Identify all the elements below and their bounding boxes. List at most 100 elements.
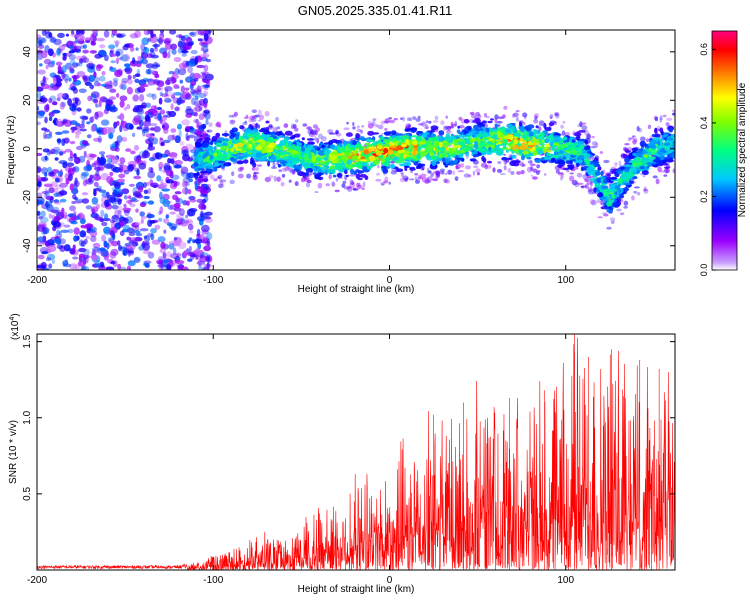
heatmap-cell (529, 163, 536, 167)
heatmap-cell (73, 180, 80, 188)
heatmap-cell (450, 121, 454, 128)
heatmap-cell (425, 120, 429, 123)
heatmap-cell (167, 91, 176, 98)
heatmap-cell (414, 155, 418, 158)
heatmap-cell (75, 145, 83, 151)
heatmap-cell (434, 115, 439, 121)
heatmap-cell (332, 174, 337, 178)
heatmap-cell (352, 126, 356, 130)
heatmap-cell (136, 107, 145, 115)
heatmap-cell (82, 140, 89, 146)
heatmap-cell (617, 171, 623, 175)
heatmap-cell (214, 156, 220, 161)
heatmap-cell (258, 109, 262, 116)
heatmap-cell (110, 32, 115, 38)
heatmap-cell (243, 142, 249, 145)
snr-y-ticks: 0.51.01.5 (22, 334, 675, 501)
heatmap-cell (520, 161, 524, 167)
heatmap-cell (236, 142, 244, 148)
heatmap-cell (449, 135, 457, 140)
heatmap-cell (198, 42, 208, 46)
heatmap-cell (654, 128, 658, 134)
heatmap-cell (98, 166, 104, 172)
heatmap-cell (473, 150, 478, 155)
heatmap-cell (206, 238, 210, 247)
heatmap-cell (374, 141, 381, 144)
heatmap-cell (211, 135, 218, 142)
heatmap-cell (44, 155, 48, 161)
heatmap-cell (418, 131, 423, 134)
heatmap-cell (121, 136, 128, 142)
heatmap-cell (387, 156, 392, 162)
y-tick-label: 40 (22, 46, 33, 58)
heatmap-cell (516, 171, 522, 175)
heatmap-cell (176, 213, 185, 218)
heatmap-cell (201, 213, 209, 219)
heatmap-cell (580, 185, 587, 188)
heatmap-cell (116, 33, 122, 38)
heatmap-cell (335, 178, 339, 182)
heatmap-cell (338, 147, 347, 153)
heatmap-cell (43, 58, 52, 65)
heatmap-cell (99, 151, 106, 155)
heatmap-cell (196, 228, 201, 237)
heatmap-cell (107, 194, 116, 203)
heatmap-cell (54, 234, 59, 239)
heatmap-cell (168, 223, 178, 230)
heatmap-cell (479, 142, 487, 147)
heatmap-cell (532, 176, 538, 180)
heatmap-cell (276, 155, 281, 161)
heatmap-cell (382, 144, 390, 147)
heatmap-cell (143, 47, 150, 54)
heatmap-cell (341, 183, 346, 188)
heatmap-cell (37, 53, 43, 61)
heatmap-cell (375, 178, 382, 182)
heatmap-cell (289, 168, 295, 174)
heatmap-cell (475, 168, 481, 173)
heatmap-cell (181, 180, 188, 188)
heatmap-cell (477, 133, 482, 138)
heatmap-cell (199, 255, 208, 263)
heatmap-cell (206, 184, 211, 188)
heatmap-cell (111, 215, 120, 220)
heatmap-cell (242, 136, 248, 139)
heatmap-cell (454, 159, 458, 164)
heatmap-cell (248, 143, 253, 148)
heatmap-cell (121, 53, 131, 62)
heatmap-cell (159, 206, 164, 214)
heatmap-cell (253, 171, 259, 175)
heatmap-cell (501, 147, 506, 151)
heatmap-cell (569, 172, 574, 175)
heatmap-cell (312, 172, 317, 175)
heatmap-cell (56, 97, 61, 102)
heatmap-cell (164, 265, 169, 270)
heatmap-cell (81, 115, 89, 121)
heatmap-cell (494, 114, 499, 120)
heatmap-cell (59, 198, 67, 203)
heatmap-cell (161, 116, 168, 121)
heatmap-cell (184, 218, 193, 226)
heatmap-cell (147, 232, 153, 237)
heatmap-cell (246, 173, 252, 179)
heatmap-cell (162, 252, 167, 259)
heatmap-cell (160, 142, 164, 146)
heatmap-cell (190, 89, 196, 95)
heatmap-cell (179, 79, 184, 84)
heatmap-cell (362, 169, 370, 173)
heatmap-cell (399, 163, 404, 167)
heatmap-cell (264, 176, 271, 183)
heatmap-cell (292, 157, 301, 163)
heatmap-cell (602, 198, 610, 201)
heatmap-cell (294, 142, 303, 147)
heatmap-cell (403, 165, 410, 168)
heatmap-cell (73, 227, 80, 235)
heatmap-cell (109, 88, 117, 93)
heatmap-cell (123, 107, 128, 111)
heatmap-cell (557, 171, 564, 174)
heatmap-cell (110, 230, 115, 238)
heatmap-cell (218, 137, 225, 142)
heatmap-cell (93, 137, 102, 142)
heatmap-cell (600, 170, 604, 176)
heatmap-cell (530, 174, 534, 177)
heatmap-cell (119, 266, 127, 270)
